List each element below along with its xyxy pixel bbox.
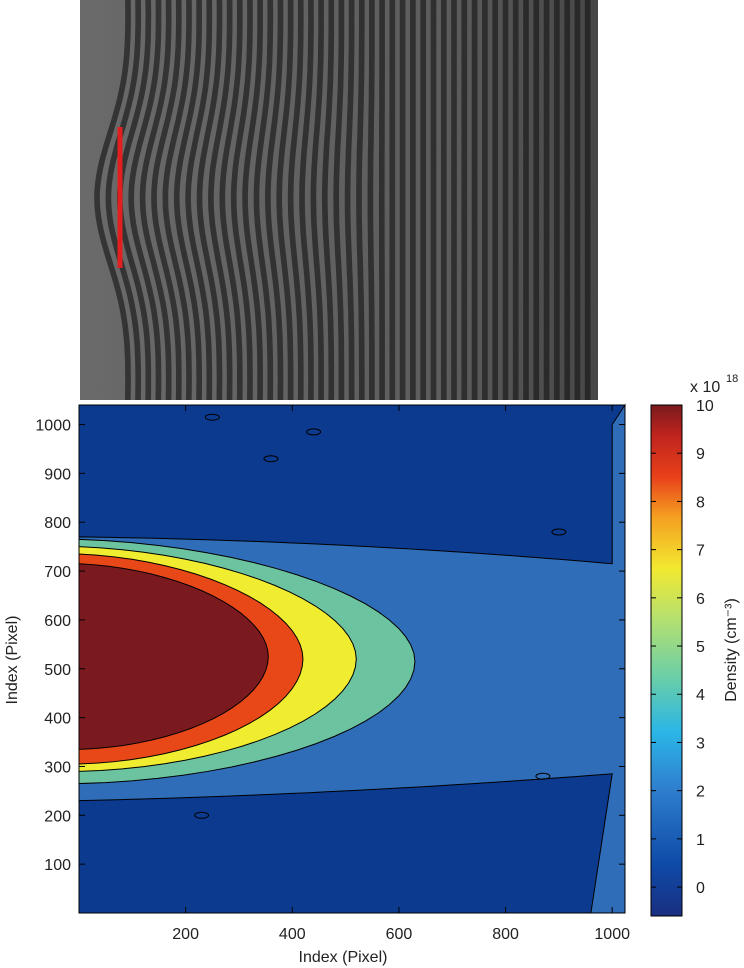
contour-speckle <box>551 528 567 536</box>
contour-speckle <box>194 811 210 819</box>
contour-panel: 200 400 600 800 1000 100 200 300 400 500 600 700 80… <box>4 403 630 966</box>
colorbar-tick-label: 2 <box>696 784 705 801</box>
colorbar-label: Density (cm⁻³) <box>723 598 740 702</box>
colorbar-multiplier: x 10 <box>690 379 720 396</box>
interferogram-panel <box>80 0 598 401</box>
colorbar-tick-label: 7 <box>696 543 705 560</box>
contour-frame <box>78 404 626 914</box>
y-tick-label: 700 <box>44 564 71 581</box>
x-tick-label: 800 <box>492 926 519 943</box>
colorbar-ticks: 0 1 2 3 4 5 6 7 8 9 10 <box>651 398 714 897</box>
y-tick-label: 600 <box>44 613 71 630</box>
contour-speckle <box>204 413 220 421</box>
y-axis-label: Index (Pixel) <box>4 616 21 705</box>
x-tick-label: 200 <box>172 926 199 943</box>
y-tick-label: 800 <box>44 515 71 532</box>
colorbar-tick-label: 1 <box>696 832 705 849</box>
contour-speckle <box>306 428 322 436</box>
x-tick-label: 400 <box>279 926 306 943</box>
colorbar-exponent: 18 <box>726 373 738 385</box>
x-axis-label: Index (Pixel) <box>299 949 388 966</box>
y-axis-ticks: 100 200 300 400 500 600 700 800 900 1000 <box>35 418 625 874</box>
colorbar-tick-label: 8 <box>696 494 705 511</box>
colorbar-tick-label: 0 <box>696 880 705 897</box>
x-axis-ticks: 200 400 600 800 1000 <box>172 405 630 943</box>
colorbar-tick-label: 3 <box>696 735 705 752</box>
contour-speckles <box>194 413 567 819</box>
contour-group <box>78 403 626 914</box>
colorbar: 0 1 2 3 4 5 6 7 8 9 10 x 10 18 Density (cm⁻³) <box>650 373 740 917</box>
contour-speckle <box>535 772 551 780</box>
y-tick-label: 400 <box>44 711 71 728</box>
colorbar-tick-label: 6 <box>696 591 705 608</box>
y-tick-label: 100 <box>44 857 71 874</box>
colorbar-tick-label: 10 <box>696 398 714 415</box>
x-tick-label: 1000 <box>594 926 630 943</box>
y-tick-label: 300 <box>44 759 71 776</box>
x-tick-label: 600 <box>386 926 413 943</box>
y-tick-label: 500 <box>44 662 71 679</box>
y-tick-label: 900 <box>44 466 71 483</box>
contour-level-10 <box>78 563 269 750</box>
colorbar-tick-label: 9 <box>696 446 705 463</box>
colorbar-tick-label: 5 <box>696 639 705 656</box>
colorbar-tick-label: 4 <box>696 687 705 704</box>
y-tick-label: 1000 <box>35 418 71 435</box>
colorbar-gradient <box>650 404 683 917</box>
contour-speckle <box>263 455 279 463</box>
y-tick-label: 200 <box>44 808 71 825</box>
interferogram-grain <box>80 0 598 400</box>
